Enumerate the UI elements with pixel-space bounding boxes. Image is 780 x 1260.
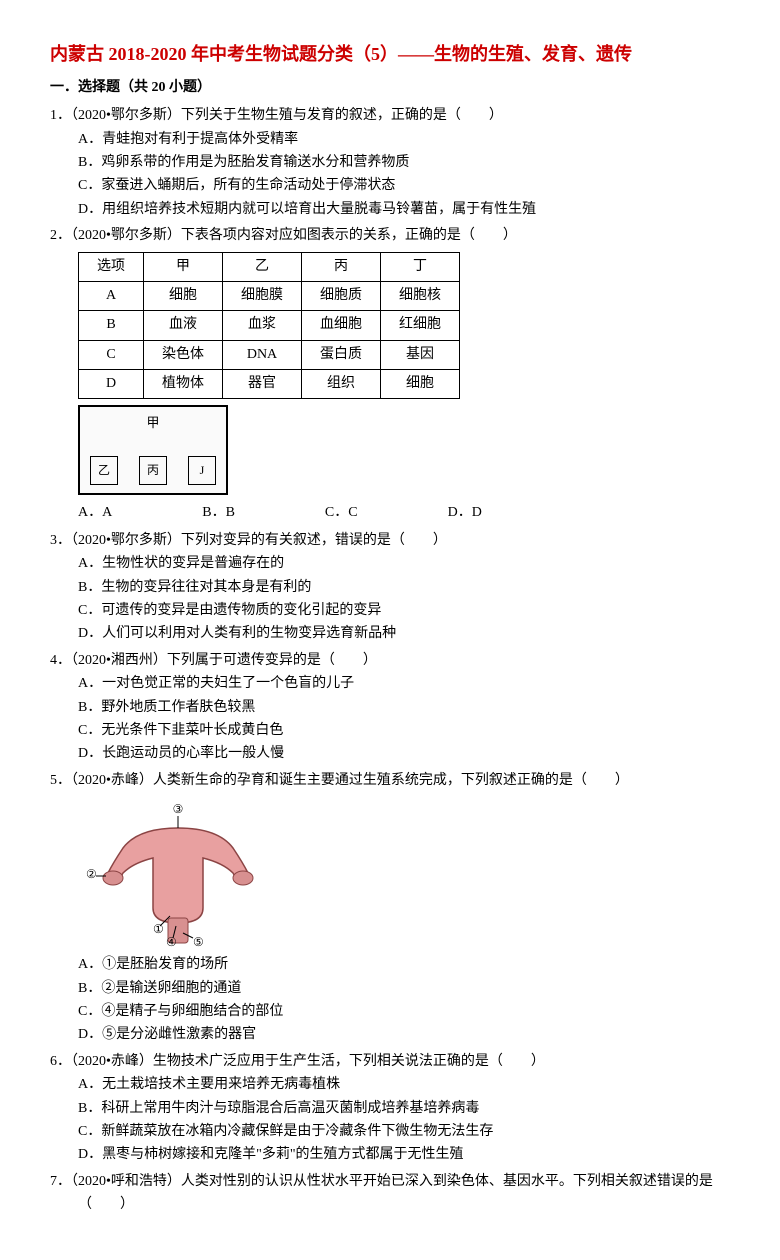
q2-diagram: 甲 乙 丙 J (78, 405, 228, 495)
q7-stem: 7．（2020•呼和浩特）人类对性别的认识从性状水平开始已深入到染色体、基因水平… (50, 1174, 713, 1189)
anatomy-label-2: ② (86, 867, 97, 881)
q2-table: 选项 甲 乙 丙 丁 A 细胞 细胞膜 细胞质 细胞核 B 血液 血浆 血细胞 … (78, 252, 460, 400)
question-5: 5．（2020•赤峰）人类新生命的孕育和诞生主要通过生殖系统完成，下列叙述正确的… (50, 770, 730, 1047)
q5-anatomy-diagram: ③ ② ① ④ ⑤ (78, 798, 278, 948)
table-header: 甲 (144, 252, 223, 281)
q3-option-b: B．生物的变异往往对其本身是有利的 (78, 577, 730, 599)
q1-option-d: D．用组织培养技术短期内就可以培育出大量脱毒马铃薯苗，属于有性生殖 (78, 199, 730, 221)
q4-option-c: C．无光条件下韭菜叶长成黄白色 (78, 720, 730, 742)
table-row: B 血液 血浆 血细胞 红细胞 (79, 311, 460, 340)
q4-option-d: D．长跑运动员的心率比一般人慢 (78, 743, 730, 765)
q2-stem: 2．（2020•鄂尔多斯）下表各项内容对应如图表示的关系，正确的是（ ） (50, 228, 517, 243)
q3-option-a: A．生物性状的变异是普遍存在的 (78, 553, 730, 575)
question-4: 4．（2020•湘西州）下列属于可遗传变异的是（ ） A．一对色觉正常的夫妇生了… (50, 650, 730, 766)
q5-option-c: C．④是精子与卵细胞结合的部位 (78, 1001, 730, 1023)
question-7: 7．（2020•呼和浩特）人类对性别的认识从性状水平开始已深入到染色体、基因水平… (50, 1171, 730, 1217)
question-1: 1．（2020•鄂尔多斯）下列关于生物生殖与发育的叙述，正确的是（ ） A．青蛙… (50, 105, 730, 221)
q3-option-c: C．可遗传的变异是由遗传物质的变化引起的变异 (78, 600, 730, 622)
table-row: A 细胞 细胞膜 细胞质 细胞核 (79, 281, 460, 310)
table-header: 丁 (381, 252, 460, 281)
diagram-label-bing: 丙 (139, 456, 167, 485)
anatomy-label-4: ④ (166, 935, 177, 948)
anatomy-label-3: ③ (173, 802, 184, 816)
q6-option-b: B．科研上常用牛肉汁与琼脂混合后高温灭菌制成培养基培养病毒 (78, 1098, 730, 1120)
q2-option-d: D．D (448, 502, 482, 524)
question-2: 2．（2020•鄂尔多斯）下表各项内容对应如图表示的关系，正确的是（ ） 选项 … (50, 225, 730, 526)
q4-option-a: A．一对色觉正常的夫妇生了一个色盲的儿子 (78, 673, 730, 695)
diagram-label-j: J (188, 456, 216, 485)
q5-option-a: A．①是胚胎发育的场所 (78, 954, 730, 976)
q3-stem: 3．（2020•鄂尔多斯）下列对变异的有关叙述，错误的是（ ） (50, 533, 447, 548)
q5-stem: 5．（2020•赤峰）人类新生命的孕育和诞生主要通过生殖系统完成，下列叙述正确的… (50, 773, 629, 788)
table-row: C 染色体 DNA 蛋白质 基因 (79, 340, 460, 369)
q1-option-a: A．青蛙抱对有利于提高体外受精率 (78, 129, 730, 151)
anatomy-label-5: ⑤ (193, 935, 204, 948)
q6-option-d: D．黑枣与柿树嫁接和克隆羊"多莉"的生殖方式都属于无性生殖 (78, 1144, 730, 1166)
diagram-label-yi: 乙 (90, 456, 118, 485)
q6-option-a: A．无土栽培技术主要用来培养无病毒植株 (78, 1074, 730, 1096)
q5-option-b: B．②是输送卵细胞的通道 (78, 978, 730, 1000)
q1-option-b: B．鸡卵系带的作用是为胚胎发育输送水分和营养物质 (78, 152, 730, 174)
q6-stem: 6．（2020•赤峰）生物技术广泛应用于生产生活，下列相关说法正确的是（ ） (50, 1054, 545, 1069)
q4-option-b: B．野外地质工作者肤色较黑 (78, 697, 730, 719)
table-header: 选项 (79, 252, 144, 281)
q2-option-b: B．B (202, 502, 235, 524)
q6-option-c: C．新鲜蔬菜放在冰箱内冷藏保鲜是由于冷藏条件下微生物无法生存 (78, 1121, 730, 1143)
q7-tail: （ ） (78, 1194, 730, 1216)
table-header: 丙 (302, 252, 381, 281)
table-header: 乙 (223, 252, 302, 281)
page-title: 内蒙古 2018-2020 年中考生物试题分类（5）——生物的生殖、发育、遗传 (50, 40, 730, 69)
q1-stem: 1．（2020•鄂尔多斯）下列关于生物生殖与发育的叙述，正确的是（ ） (50, 108, 503, 123)
q5-option-d: D．⑤是分泌雌性激素的器官 (78, 1024, 730, 1046)
question-6: 6．（2020•赤峰）生物技术广泛应用于生产生活，下列相关说法正确的是（ ） A… (50, 1051, 730, 1167)
q1-option-c: C．家蚕进入蛹期后，所有的生命活动处于停滞状态 (78, 175, 730, 197)
q2-option-c: C．C (325, 502, 358, 524)
section-header: 一．选择题（共 20 小题） (50, 77, 730, 99)
table-row: D 植物体 器官 组织 细胞 (79, 370, 460, 399)
q4-stem: 4．（2020•湘西州）下列属于可遗传变异的是（ ） (50, 653, 377, 668)
question-3: 3．（2020•鄂尔多斯）下列对变异的有关叙述，错误的是（ ） A．生物性状的变… (50, 530, 730, 646)
q2-option-a: A．A (78, 502, 112, 524)
diagram-label-jia: 甲 (146, 413, 159, 434)
q3-option-d: D．人们可以利用对人类有利的生物变异选育新品种 (78, 623, 730, 645)
